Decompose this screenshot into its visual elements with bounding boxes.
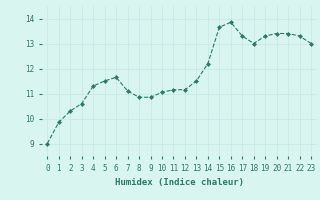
X-axis label: Humidex (Indice chaleur): Humidex (Indice chaleur) [115, 178, 244, 187]
